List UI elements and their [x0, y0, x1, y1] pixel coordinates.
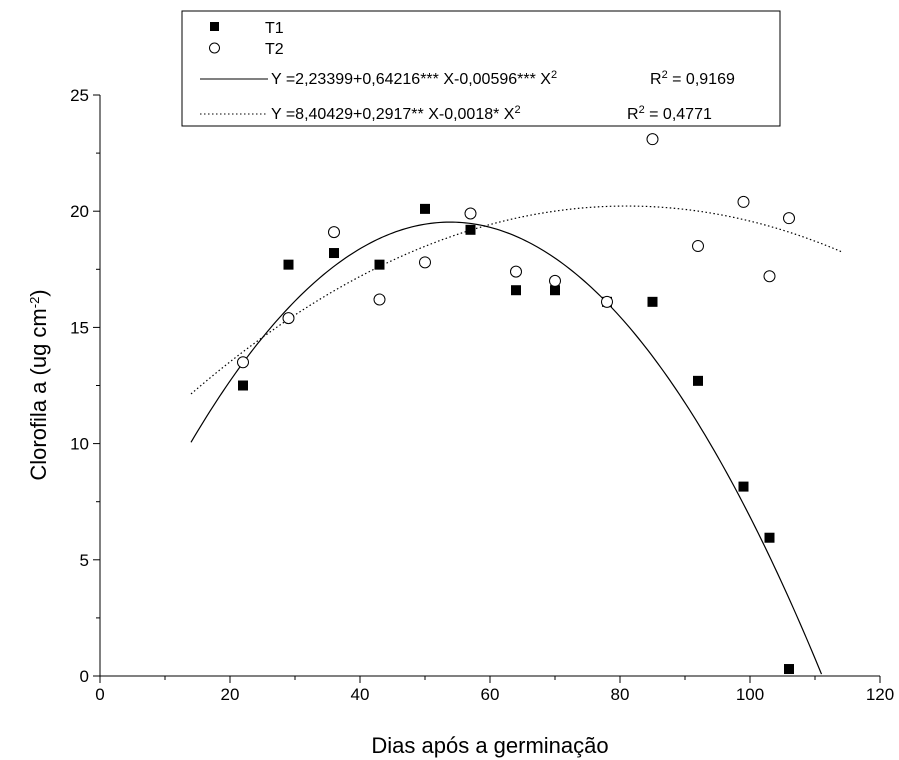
- y-tick-label-15: 15: [70, 318, 89, 337]
- point-t2-12: [763, 270, 776, 283]
- x-tick-label-100: 100: [736, 685, 764, 704]
- point-t1-5: [465, 224, 476, 235]
- point-t1-10: [693, 375, 703, 386]
- point-t2-3: [373, 293, 386, 306]
- x-tick-label-40: 40: [351, 685, 370, 704]
- point-t2-8: [601, 295, 613, 308]
- point-t2-5: [464, 207, 477, 220]
- y-tick-label-25: 25: [70, 86, 89, 105]
- fit-curve-t2: [190, 205, 842, 395]
- point-t1-4: [420, 203, 430, 214]
- legend-label-t2: T2: [265, 41, 284, 58]
- legend-r2-t1: R2 = 0,9169: [650, 69, 735, 88]
- y-axis-title-superscript: -2: [27, 297, 42, 309]
- point-t2-13: [783, 212, 795, 225]
- x-tick-label-120: 120: [866, 685, 894, 704]
- point-t1-12: [764, 532, 775, 543]
- y-axis-title-close: ): [26, 289, 51, 296]
- y-tick-label-20: 20: [70, 202, 89, 221]
- y-axis-title: Clorofila a (ug cm-2): [26, 289, 51, 480]
- fit-curve-t1: [190, 221, 823, 675]
- point-t1-11: [738, 481, 749, 492]
- legend-r2-t2-label: R: [627, 106, 639, 123]
- legend: T1 T2 Y =2,23399+0,64216*** X-0,00596***…: [181, 10, 781, 127]
- y-axis-title-main: Clorofila a (ug cm: [26, 308, 51, 480]
- point-t1-13: [784, 664, 794, 675]
- x-tick-label-60: 60: [481, 685, 500, 704]
- point-t1-6: [511, 285, 521, 296]
- point-t1-7: [550, 285, 560, 296]
- legend-box: [181, 10, 781, 127]
- legend-equation-t2-text: Y =8,40429+0,2917** X-0,0018* X: [271, 106, 515, 123]
- legend-equation-t2: Y =8,40429+0,2917** X-0,0018* X2: [271, 104, 521, 123]
- point-t2-7: [549, 274, 561, 287]
- legend-marker-t1: [210, 22, 219, 31]
- legend-r2-t2-sup: 2: [639, 104, 645, 116]
- point-t1-3: [374, 259, 385, 270]
- legend-r2-t1-sup: 2: [662, 69, 668, 81]
- point-t2-10: [692, 240, 704, 253]
- axes-group: 0 20 40 60 80 100 120 0 5 10 15 20 25: [70, 86, 894, 704]
- fit-curves-group: [190, 205, 842, 675]
- legend-equation-t1-sup: 2: [551, 69, 557, 81]
- y-tick-label-5: 5: [80, 551, 89, 570]
- point-t2-2: [328, 226, 340, 239]
- legend-equation-t1: Y =2,23399+0,64216*** X-0,00596*** X2: [271, 69, 557, 88]
- point-t2-0: [237, 356, 249, 369]
- legend-label-t1: T1: [265, 20, 284, 37]
- point-t2-9: [646, 133, 659, 146]
- legend-equation-t1-text: Y =2,23399+0,64216*** X-0,00596*** X: [271, 71, 551, 88]
- data-points-group: [237, 133, 795, 675]
- point-t2-6: [510, 265, 522, 278]
- x-tick-label-20: 20: [221, 685, 240, 704]
- point-t1-9: [647, 296, 658, 307]
- legend-equation-t2-sup: 2: [514, 104, 520, 116]
- legend-r2-t2-value: = 0,4771: [645, 106, 712, 123]
- x-tick-label-80: 80: [611, 685, 630, 704]
- legend-r2-t2: R2 = 0,4771: [627, 104, 712, 123]
- point-t1-0: [238, 380, 248, 391]
- point-t1-2: [329, 248, 339, 259]
- x-tick-label-0: 0: [95, 685, 104, 704]
- y-tick-label-0: 0: [80, 667, 89, 686]
- y-tick-label-10: 10: [70, 435, 89, 454]
- legend-r2-t1-value: = 0,9169: [668, 71, 735, 88]
- legend-r2-t1-label: R: [650, 71, 662, 88]
- point-t2-1: [282, 312, 295, 325]
- point-t2-4: [419, 256, 431, 269]
- legend-marker-t2: [209, 42, 220, 54]
- point-t2-11: [737, 195, 750, 208]
- x-axis-title: Dias após a germinação: [371, 733, 608, 758]
- point-t1-1: [283, 259, 294, 270]
